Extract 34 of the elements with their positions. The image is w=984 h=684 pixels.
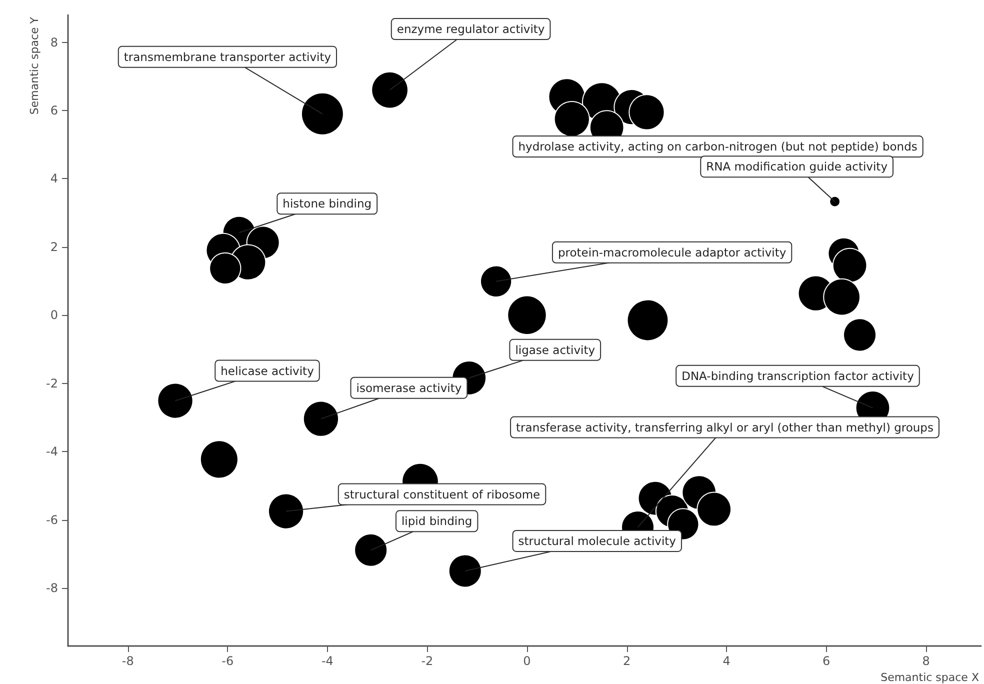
- x-tick-label: -4: [321, 654, 334, 668]
- y-tick-label: 2: [50, 240, 58, 254]
- y-tick-label: -2: [46, 376, 58, 390]
- annotation: enzyme regulator activity: [396, 22, 545, 36]
- y-tick-label: -4: [46, 444, 58, 459]
- x-tick-label: -8: [122, 654, 134, 668]
- y-tick-label: 4: [50, 172, 58, 186]
- annotation: isomerase activity: [356, 380, 462, 395]
- y-tick-label: 8: [50, 35, 58, 50]
- x-tick-label: -2: [421, 654, 434, 668]
- x-tick-label: 0: [523, 654, 531, 668]
- annotation: lipid binding: [401, 514, 472, 528]
- y-axis-title: Semantic space Y: [28, 16, 41, 115]
- y-tick-label: 6: [50, 104, 58, 118]
- annotation: protein-macromolecule adaptor activity: [558, 245, 786, 260]
- x-tick-label: 4: [722, 654, 730, 668]
- annotation: transferase activity, transferring alkyl or aryl (other than methyl) groups: [516, 420, 934, 434]
- annotation: structural molecule activity: [518, 534, 676, 548]
- annotation: DNA-binding transcription factor activity: [682, 368, 914, 383]
- annotation: ligase activity: [515, 342, 596, 357]
- annotation: hydrolase activity, acting on carbon-nitrogen (but not peptide) bonds: [518, 140, 918, 154]
- annotation: transmembrane transporter activity: [124, 50, 332, 64]
- annotation: histone binding: [282, 196, 372, 211]
- x-tick-label: 2: [622, 654, 631, 668]
- x-tick-label: 6: [822, 654, 830, 668]
- x-tick-label: -6: [222, 654, 234, 668]
- y-tick-label: -8: [46, 581, 58, 596]
- y-tick-label: -6: [46, 512, 58, 527]
- annotation: structural constituent of ribosome: [344, 487, 540, 502]
- annotation: RNA modification guide activity: [706, 160, 888, 174]
- x-axis-title: Semantic space X: [880, 671, 980, 684]
- y-tick-label: 0: [50, 308, 58, 322]
- annotation: helicase activity: [220, 364, 314, 378]
- x-tick-label: 8: [922, 654, 930, 668]
